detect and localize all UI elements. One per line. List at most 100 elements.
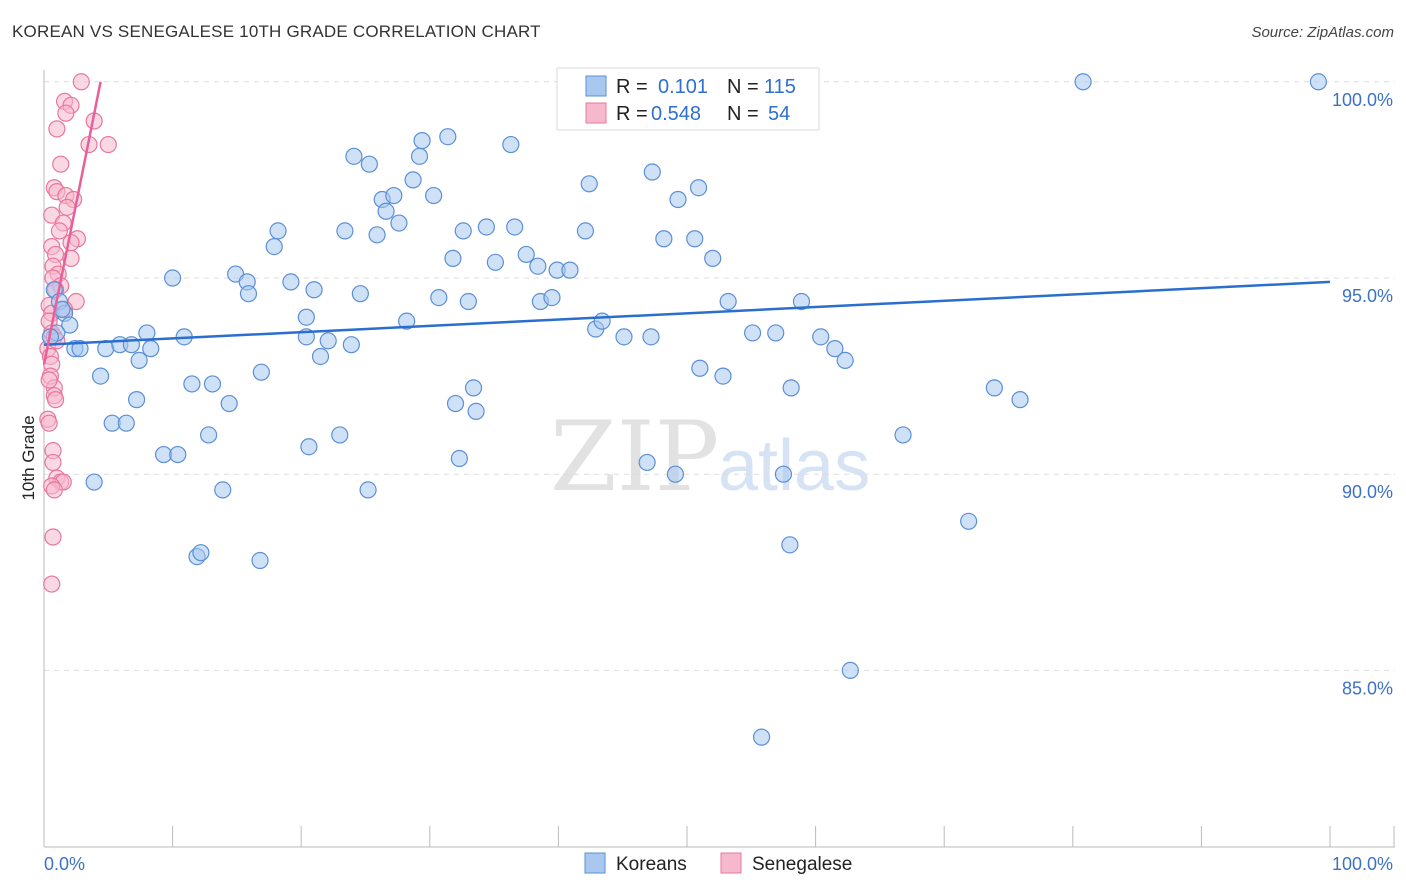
- korean-point: [351, 285, 369, 303]
- senegalese-point: [40, 371, 58, 389]
- korean-point: [305, 281, 323, 299]
- korean-point: [580, 175, 598, 193]
- watermark-zip: ZIP: [550, 401, 719, 513]
- watermark-atlas: atlas: [718, 426, 870, 506]
- korean-point: [894, 426, 912, 444]
- bottom-legend-koreans-swatch: [584, 852, 606, 874]
- senegalese-point: [45, 481, 63, 499]
- korean-point: [425, 186, 443, 205]
- korean-point: [385, 186, 403, 205]
- korean-point: [642, 328, 660, 346]
- korean-point: [459, 292, 477, 311]
- korean-point: [792, 292, 811, 311]
- korean-point: [719, 292, 737, 311]
- legend-koreans-swatch: [585, 75, 607, 97]
- senegalese-point: [62, 234, 80, 252]
- korean-point: [669, 190, 687, 209]
- korean-point: [615, 328, 633, 346]
- korean-point: [561, 261, 579, 279]
- legend-koreans-r-label: R =: [616, 76, 648, 98]
- korean-point: [704, 249, 722, 267]
- korean-point: [477, 218, 495, 236]
- korean-point: [655, 230, 673, 248]
- y-tick-label: 100.0%: [1332, 90, 1393, 110]
- senegalese-point: [44, 528, 62, 546]
- y-tick-label: 85.0%: [1342, 678, 1393, 698]
- korean-point: [1074, 73, 1092, 91]
- korean-point: [506, 218, 524, 236]
- series-legend: Koreans Senegalese: [584, 852, 852, 875]
- korean-point: [192, 544, 210, 562]
- korean-point: [331, 426, 349, 444]
- korean-point: [767, 324, 785, 342]
- legend-senegalese-n-value: 54: [768, 103, 790, 125]
- korean-point: [85, 473, 103, 491]
- korean-point: [826, 340, 844, 358]
- source-label: Source: ZipAtlas.com: [1251, 24, 1394, 41]
- korean-point: [454, 222, 472, 240]
- korean-point: [413, 132, 431, 150]
- y-tick-label: 90.0%: [1342, 482, 1393, 502]
- korean-point: [714, 367, 732, 385]
- korean-point: [529, 257, 547, 275]
- koreans-trend-line: [43, 280, 1331, 346]
- korean-point: [127, 391, 146, 409]
- senegalese-point: [46, 391, 65, 409]
- korean-point: [220, 394, 238, 413]
- korean-point: [300, 438, 318, 456]
- korean-point: [251, 551, 269, 570]
- senegalese-point: [57, 104, 75, 122]
- korean-point: [517, 245, 535, 264]
- korean-point: [342, 336, 360, 354]
- korean-point: [444, 249, 462, 267]
- korean-point: [593, 312, 611, 330]
- korean-point: [71, 340, 89, 358]
- korean-point: [446, 394, 465, 413]
- korean-point: [638, 453, 656, 472]
- korean-point: [203, 375, 222, 393]
- korean-point: [360, 155, 378, 173]
- korean-point: [666, 465, 685, 483]
- korean-point: [1309, 73, 1328, 91]
- bottom-legend-koreans-label: Koreans: [616, 854, 687, 875]
- x-tick-label: 0.0%: [44, 854, 85, 874]
- tick-labels: 85.0% 90.0% 95.0% 100.0% 0.0% 100.0%: [44, 90, 1393, 874]
- korean-point: [467, 402, 485, 421]
- korean-point: [282, 273, 300, 291]
- korean-point: [430, 289, 448, 307]
- korean-point: [450, 449, 468, 468]
- korean-point: [239, 285, 258, 303]
- senegalese-point: [58, 198, 76, 216]
- korean-point: [686, 230, 704, 248]
- korean-point: [377, 202, 395, 220]
- senegalese-point: [50, 222, 69, 240]
- korean-point: [265, 237, 283, 256]
- korean-point: [781, 536, 799, 554]
- korean-point: [985, 379, 1003, 397]
- korean-point: [1011, 391, 1029, 409]
- korean-point: [214, 481, 232, 499]
- korean-point: [319, 332, 337, 350]
- korean-point: [390, 214, 408, 232]
- senegalese-point: [99, 135, 117, 154]
- korean-point: [486, 253, 504, 271]
- korean-point: [297, 308, 315, 326]
- koreans-points: [41, 73, 1328, 746]
- y-tick-label: 95.0%: [1342, 286, 1393, 306]
- senegalese-point: [48, 120, 66, 138]
- korean-point: [782, 379, 800, 397]
- korean-point: [689, 179, 708, 197]
- bottom-legend-senegalese-swatch: [720, 852, 742, 874]
- bottom-legend-senegalese-label: Senegalese: [752, 854, 852, 875]
- senegalese-point: [72, 73, 90, 91]
- korean-point: [91, 367, 110, 385]
- korean-point: [269, 222, 287, 240]
- korean-point: [774, 465, 793, 483]
- korean-point: [543, 289, 561, 307]
- senegalese-point: [44, 453, 62, 472]
- korean-point: [960, 512, 978, 530]
- legend-koreans-n-value: 115: [764, 76, 796, 98]
- korean-point: [359, 481, 377, 499]
- korean-point: [368, 226, 386, 244]
